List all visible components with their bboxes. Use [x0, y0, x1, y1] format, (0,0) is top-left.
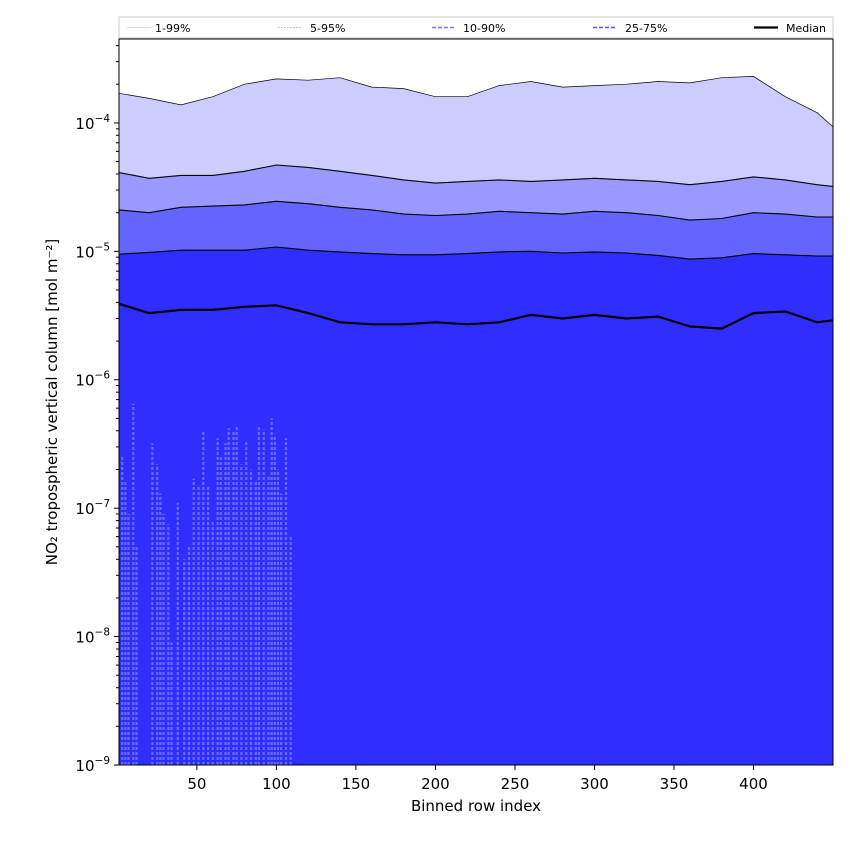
chart-lines	[118, 76, 834, 330]
legend: 1-99% 5-95% 10-90% 25-75% Median	[118, 16, 834, 39]
series-line-p75	[118, 246, 833, 260]
x-tick-label: 150	[342, 775, 371, 793]
y-tick-label: 10−6	[75, 370, 110, 390]
lower-spikes	[121, 403, 292, 765]
band-25-75	[119, 247, 833, 765]
y-axis: 10−9 10−8 10−7 10−6 10−5 10−4	[75, 45, 119, 775]
series-line-p99	[118, 76, 834, 128]
y-tick-label: 10−8	[75, 627, 110, 647]
x-axis: 50 100 150 200 250 300 350 400	[187, 765, 768, 793]
y-tick-label: 10−5	[75, 241, 110, 261]
legend-label: 5-95%	[310, 22, 345, 35]
x-tick-label: 350	[660, 775, 689, 793]
x-tick-label: 50	[187, 775, 206, 793]
x-tick-label: 200	[421, 775, 450, 793]
x-tick-label: 300	[580, 775, 609, 793]
series-line-p95	[118, 164, 834, 187]
y-tick-label: 10−4	[75, 113, 110, 133]
legend-label: 1-99%	[155, 22, 190, 35]
y-tick-label: 10−9	[75, 755, 110, 775]
chart-bands	[119, 76, 833, 766]
legend-box	[118, 16, 834, 39]
x-axis-title: Binned row index	[411, 797, 541, 815]
series-line-p90	[118, 200, 833, 221]
legend-label: 25-75%	[625, 22, 667, 35]
legend-label: Median	[786, 22, 826, 35]
y-tick-label: 10−7	[75, 498, 110, 518]
legend-label: 10-90%	[463, 22, 505, 35]
x-tick-label: 400	[739, 775, 768, 793]
plot-frame	[118, 38, 834, 766]
y-axis-title: NO₂ tropospheric vertical column [mol m⁻…	[43, 239, 61, 565]
series-line-median	[118, 302, 834, 330]
x-tick-label: 100	[262, 775, 291, 793]
x-tick-label: 250	[501, 775, 530, 793]
